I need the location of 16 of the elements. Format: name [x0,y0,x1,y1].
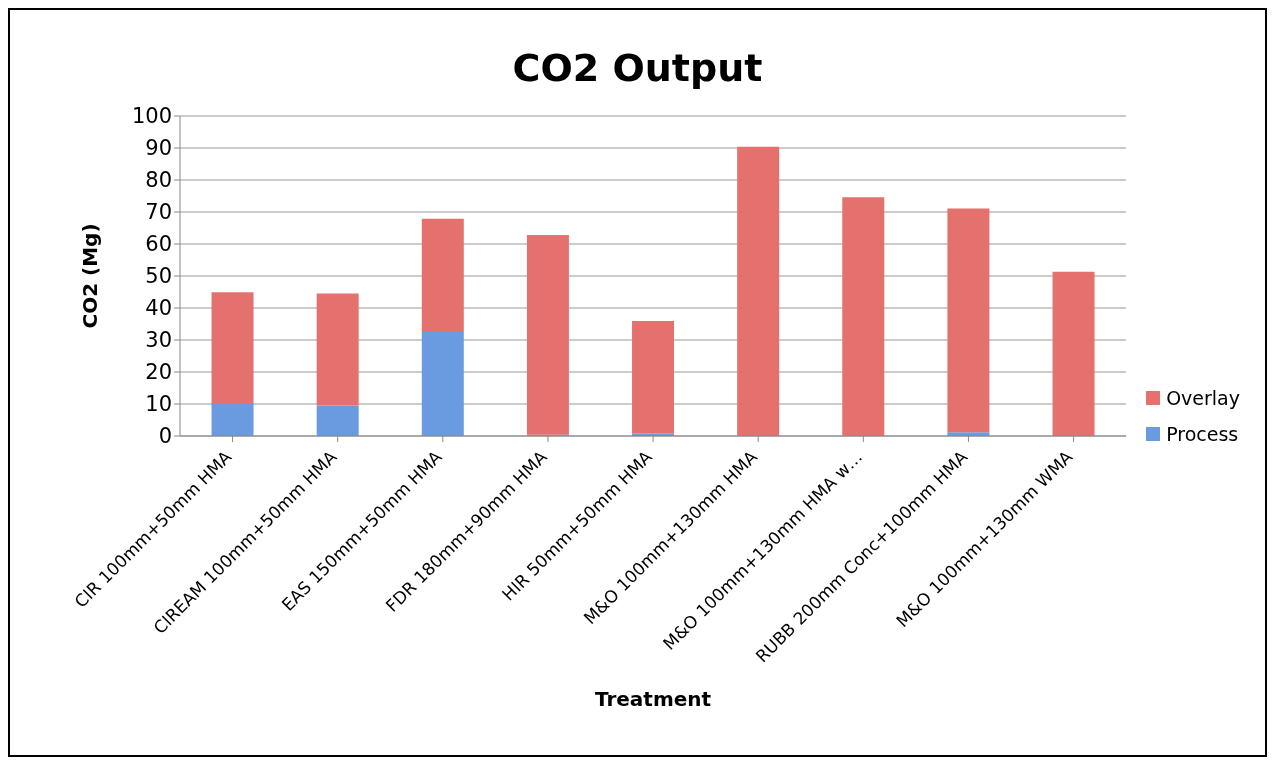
y-tick-label: 100 [131,104,172,129]
y-tick-label: 30 [145,328,172,353]
y-tick-label: 0 [158,424,172,449]
y-tick-label: 80 [145,168,172,193]
y-tick-label: 10 [145,392,172,417]
x-axis-title: Treatment [594,687,712,711]
y-tick-label: 70 [145,200,172,225]
y-axis-title: CO2 (Mg) [78,223,103,329]
y-tick-label: 60 [145,232,172,257]
y-tick-label: 20 [145,360,172,385]
y-tick-label: 90 [145,136,172,161]
legend-label: Process [1166,423,1239,445]
y-tick-label: 40 [145,296,172,321]
chart-title: CO2 Output [511,46,764,92]
legend-label: Overlay [1166,387,1240,409]
y-tick-label: 50 [145,264,172,289]
